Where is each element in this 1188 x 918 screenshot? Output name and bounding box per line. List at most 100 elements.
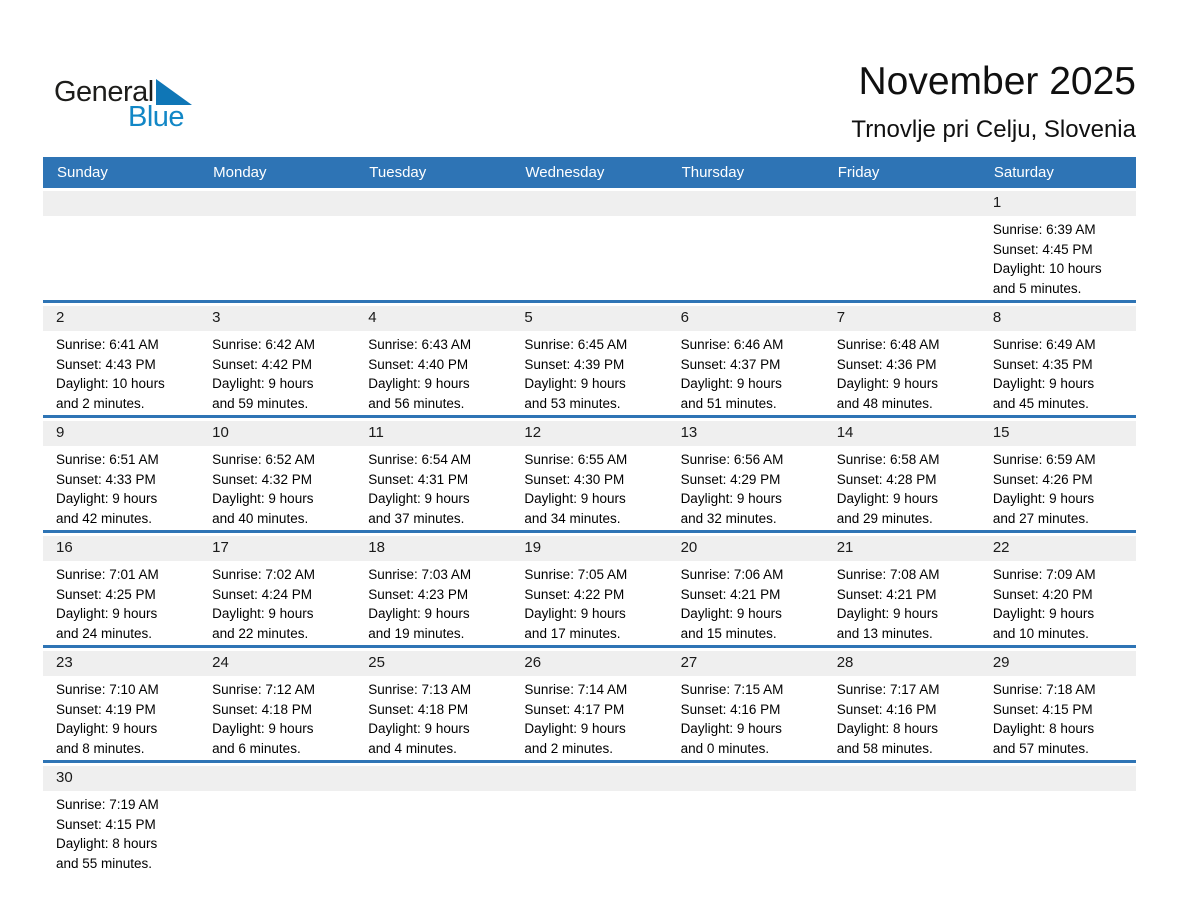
- day-number: [43, 191, 200, 216]
- daylight-text-cont: and 5 minutes.: [992, 280, 1082, 296]
- day-info: [511, 216, 667, 297]
- sunrise-text: Sunrise: 6:55 AM: [524, 452, 628, 467]
- sunrise-text: Sunrise: 6:46 AM: [680, 337, 784, 352]
- daylight-text-cont: and 29 minutes.: [836, 510, 933, 526]
- sunrise-text: Sunrise: 7:15 AM: [680, 682, 784, 697]
- day-number: 15: [979, 421, 1136, 446]
- sunrise-text: Sunrise: 6:58 AM: [836, 452, 940, 467]
- sunset-text: Sunset: 4:31 PM: [368, 471, 469, 487]
- sunrise-text: Sunrise: 6:45 AM: [524, 337, 628, 352]
- day-number: [199, 766, 356, 791]
- daylight-text: Daylight: 8 hours: [56, 836, 158, 851]
- day-number: 24: [199, 651, 356, 676]
- day-info: Sunrise: 6:41 AM Sunset: 4:43 PM Daylight:…: [43, 331, 199, 415]
- day-info: Sunrise: 7:10 AM Sunset: 4:19 PM Daylight:…: [43, 676, 199, 760]
- empty-day-cell: [979, 763, 1136, 889]
- day-info: Sunrise: 7:17 AM Sunset: 4:16 PM Daylight:…: [824, 676, 980, 760]
- sunset-text: Sunset: 4:18 PM: [212, 701, 312, 717]
- day-cell: 16 Sunrise: 7:01 AM Sunset: 4:25 PM Dayligh…: [43, 533, 200, 645]
- day-cell: 25 Sunrise: 7:13 AM Sunset: 4:18 PM Dayligh…: [355, 648, 512, 760]
- sunrise-text: Sunrise: 7:03 AM: [368, 567, 472, 582]
- daylight-text: Daylight: 9 hours: [992, 606, 1095, 621]
- day-number: 22: [979, 536, 1136, 561]
- day-cell: 1 Sunrise: 6:39 AM Sunset: 4:45 PM Daylight…: [979, 188, 1136, 300]
- daylight-text-cont: and 59 minutes.: [212, 395, 309, 411]
- daylight-text-cont: and 15 minutes.: [680, 625, 777, 641]
- day-info: Sunrise: 6:48 AM Sunset: 4:36 PM Daylight:…: [824, 331, 980, 415]
- daylight-text: Daylight: 9 hours: [212, 721, 314, 736]
- sunrise-text: Sunrise: 7:02 AM: [212, 567, 315, 582]
- sunset-text: Sunset: 4:26 PM: [992, 471, 1093, 487]
- day-cell: 19 Sunrise: 7:05 AM Sunset: 4:22 PM Dayligh…: [511, 533, 668, 645]
- day-info: Sunrise: 6:39 AM Sunset: 4:45 PM Daylight:…: [980, 216, 1136, 300]
- day-info: Sunrise: 7:01 AM Sunset: 4:25 PM Daylight:…: [43, 561, 199, 645]
- day-cell: 28 Sunrise: 7:17 AM Sunset: 4:16 PM Dayligh…: [823, 648, 980, 760]
- day-number: 4: [355, 306, 512, 331]
- day-cell: 29 Sunrise: 7:18 AM Sunset: 4:15 PM Dayligh…: [979, 648, 1136, 760]
- day-number: 16: [43, 536, 200, 561]
- day-cell: 8 Sunrise: 6:49 AM Sunset: 4:35 PM Daylight…: [979, 303, 1136, 415]
- sunrise-text: Sunrise: 6:59 AM: [992, 452, 1096, 467]
- day-info: Sunrise: 7:08 AM Sunset: 4:21 PM Daylight:…: [824, 561, 980, 645]
- sunset-text: Sunset: 4:29 PM: [680, 471, 781, 487]
- empty-day-cell: [511, 188, 668, 300]
- daylight-text: Daylight: 9 hours: [680, 606, 782, 621]
- day-number: 12: [511, 421, 668, 446]
- day-number: 8: [979, 306, 1136, 331]
- day-number: 29: [979, 651, 1136, 676]
- sunset-text: Sunset: 4:20 PM: [992, 586, 1093, 602]
- day-info: Sunrise: 6:51 AM Sunset: 4:33 PM Daylight:…: [43, 446, 199, 530]
- daylight-text-cont: and 55 minutes.: [56, 855, 153, 871]
- daylight-text: Daylight: 9 hours: [680, 376, 782, 391]
- day-info: [824, 216, 980, 297]
- sunrise-text: Sunrise: 7:10 AM: [56, 682, 159, 697]
- daylight-text: Daylight: 9 hours: [368, 721, 470, 736]
- day-cell: 14 Sunrise: 6:58 AM Sunset: 4:28 PM Dayligh…: [823, 418, 980, 530]
- empty-day-cell: [511, 763, 668, 889]
- week-row: 9 Sunrise: 6:51 AM Sunset: 4:33 PM Daylight…: [43, 418, 1136, 533]
- day-number: [355, 191, 512, 216]
- empty-day-cell: [667, 763, 824, 889]
- daylight-text: Daylight: 9 hours: [56, 606, 158, 621]
- title-block: November 2025 Trnovlje pri Celju, Sloven…: [851, 60, 1136, 144]
- sunrise-text: Sunrise: 7:12 AM: [212, 682, 315, 697]
- day-cell: 22 Sunrise: 7:09 AM Sunset: 4:20 PM Dayligh…: [979, 533, 1136, 645]
- daylight-text-cont: and 0 minutes.: [680, 740, 770, 756]
- daylight-text-cont: and 4 minutes.: [368, 740, 457, 756]
- empty-day-cell: [199, 188, 356, 300]
- day-info: Sunrise: 7:19 AM Sunset: 4:15 PM Daylight:…: [43, 791, 199, 889]
- day-info: Sunrise: 7:15 AM Sunset: 4:16 PM Daylight:…: [668, 676, 824, 760]
- calendar-table: Sunday Monday Tuesday Wednesday Thursday…: [43, 157, 1136, 889]
- day-number: 21: [823, 536, 980, 561]
- day-number: 10: [199, 421, 356, 446]
- day-cell: 9 Sunrise: 6:51 AM Sunset: 4:33 PM Daylight…: [43, 418, 200, 530]
- daylight-text-cont: and 45 minutes.: [992, 395, 1089, 411]
- empty-day-cell: [823, 188, 980, 300]
- weekday-friday: Friday: [837, 164, 880, 181]
- day-info: [980, 791, 1136, 872]
- day-number: 5: [511, 306, 668, 331]
- day-info: Sunrise: 7:06 AM Sunset: 4:21 PM Daylight:…: [668, 561, 824, 645]
- day-number: [823, 191, 980, 216]
- day-cell: 24 Sunrise: 7:12 AM Sunset: 4:18 PM Dayligh…: [199, 648, 356, 760]
- day-number: 7: [823, 306, 980, 331]
- sunrise-text: Sunrise: 7:19 AM: [56, 797, 159, 812]
- sunrise-text: Sunrise: 7:18 AM: [992, 682, 1096, 697]
- daylight-text: Daylight: 9 hours: [212, 606, 314, 621]
- day-number: [667, 766, 824, 791]
- sunset-text: Sunset: 4:32 PM: [212, 471, 312, 487]
- day-info: Sunrise: 7:03 AM Sunset: 4:23 PM Daylight:…: [355, 561, 511, 645]
- day-cell: 26 Sunrise: 7:14 AM Sunset: 4:17 PM Dayligh…: [511, 648, 668, 760]
- page-subtitle: Trnovlje pri Celju, Slovenia: [851, 116, 1136, 143]
- sunset-text: Sunset: 4:36 PM: [836, 356, 937, 372]
- day-number: 11: [355, 421, 512, 446]
- day-info: [511, 791, 667, 872]
- daylight-text: Daylight: 9 hours: [368, 376, 470, 391]
- sunrise-text: Sunrise: 7:13 AM: [368, 682, 472, 697]
- sunrise-text: Sunrise: 6:51 AM: [56, 452, 159, 467]
- day-cell: 2 Sunrise: 6:41 AM Sunset: 4:43 PM Daylight…: [43, 303, 200, 415]
- daylight-text-cont: and 51 minutes.: [680, 395, 777, 411]
- day-info: Sunrise: 6:42 AM Sunset: 4:42 PM Daylight:…: [199, 331, 355, 415]
- day-cell: 10 Sunrise: 6:52 AM Sunset: 4:32 PM Dayligh…: [199, 418, 356, 530]
- day-cell: 4 Sunrise: 6:43 AM Sunset: 4:40 PM Daylight…: [355, 303, 512, 415]
